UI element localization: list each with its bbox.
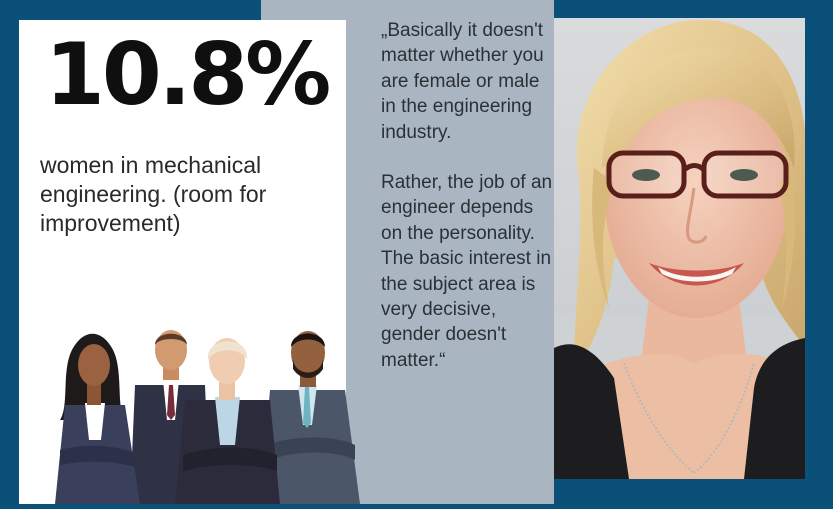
stat-caption: women in mechanical engineering. (room f… bbox=[40, 152, 267, 236]
person-icon bbox=[175, 338, 280, 504]
person-icon bbox=[260, 331, 360, 504]
person-icon bbox=[55, 333, 140, 504]
quote-paragraph-1: „Basically it doesn't matter whether you… bbox=[381, 20, 544, 143]
quote-text: „Basically it doesn't matter whether you… bbox=[381, 18, 553, 373]
business-people-illustration bbox=[55, 325, 370, 504]
stat-value: 10.8% bbox=[45, 25, 331, 125]
quote-paragraph-2: Rather, the job of an engineer depends o… bbox=[381, 172, 553, 371]
portrait-photo bbox=[554, 18, 805, 479]
